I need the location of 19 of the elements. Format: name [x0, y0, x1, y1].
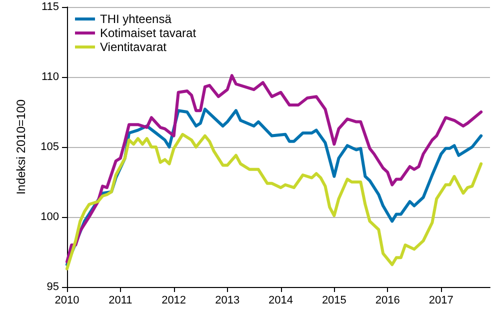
- x-tick-label: 2012: [162, 294, 186, 306]
- x-tick-label: 2011: [108, 294, 132, 306]
- y-axis-title: Indeksi 2010=100: [14, 99, 28, 195]
- line-series: [66, 132, 483, 270]
- y-tick-label: 95: [46, 281, 59, 293]
- legend-label: Vientitavarat: [100, 40, 168, 54]
- y-tick-label: 105: [40, 141, 59, 153]
- x-tick-label: 2015: [322, 294, 346, 306]
- x-tick-label: 2014: [268, 294, 294, 306]
- x-tick-label: 2013: [215, 294, 240, 306]
- legend-label: Kotimaiset tavarat: [100, 26, 197, 40]
- line-series: [66, 74, 483, 264]
- y-tick-label: 110: [41, 71, 59, 83]
- y-tick-label: 115: [41, 1, 59, 13]
- x-tick-label: 2010: [54, 294, 80, 306]
- legend-label: THI yhteensä: [100, 12, 172, 26]
- y-tick-label: 100: [40, 211, 59, 223]
- x-tick-label: 2016: [375, 294, 400, 306]
- x-tick-label: 2017: [428, 294, 454, 306]
